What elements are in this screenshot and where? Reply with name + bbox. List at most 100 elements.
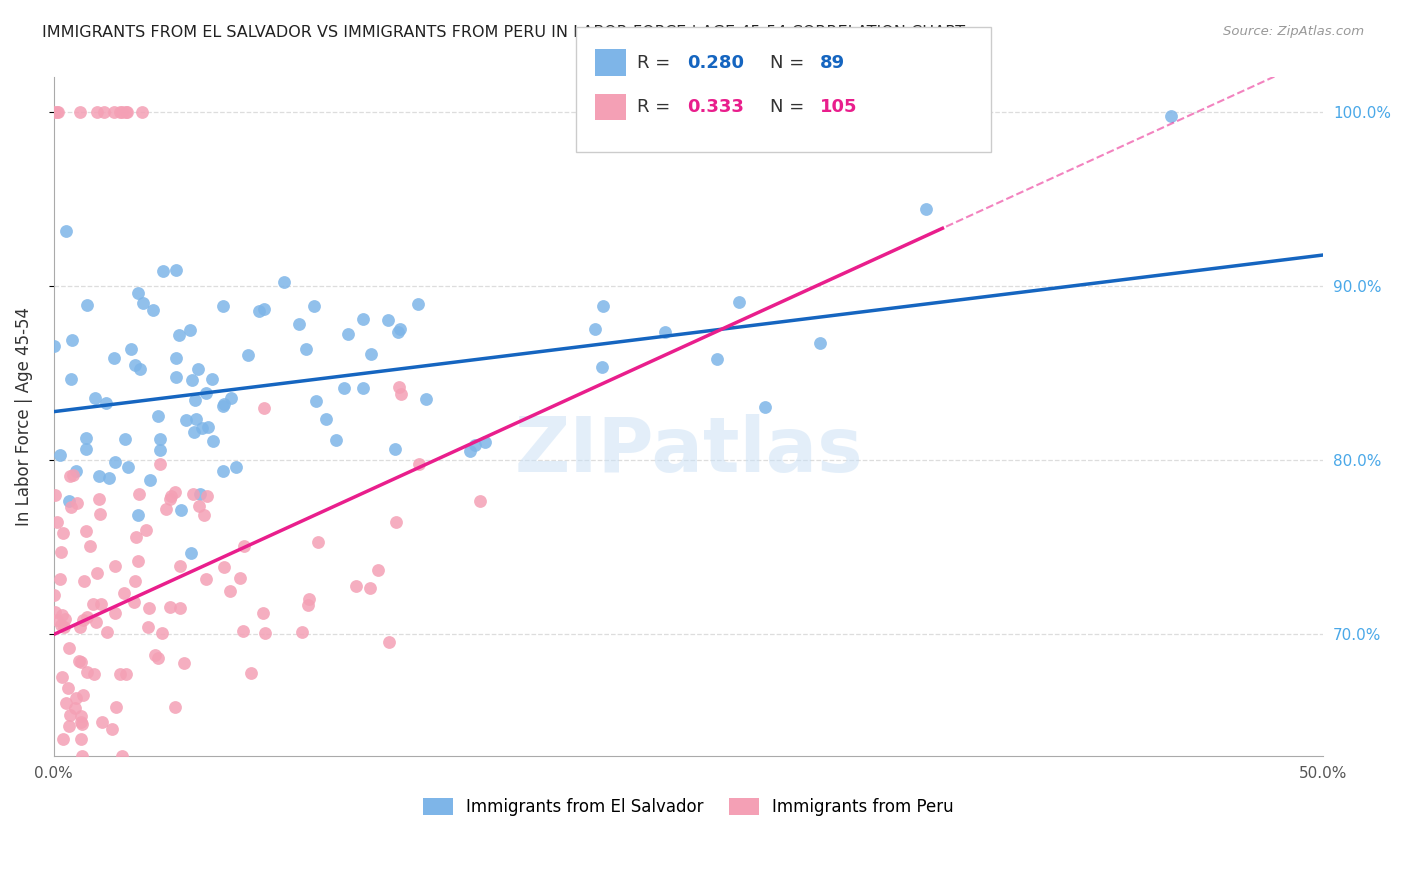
Point [103, 351, 125, 366]
Point [367, 564, 389, 578]
Point [105, 700, 128, 714]
Point [252, 607, 274, 621]
Point [201, 372, 224, 386]
Point [135, 523, 157, 537]
Point [212, 560, 235, 574]
Point [115, 105, 138, 120]
Point [352, 380, 374, 394]
Text: Source: ZipAtlas.com: Source: ZipAtlas.com [1223, 25, 1364, 38]
Point [117, 460, 139, 475]
Point [333, 381, 356, 395]
Point [110, 667, 132, 681]
Point [146, 409, 169, 424]
Point [150, 626, 173, 640]
Point [42, 588, 65, 602]
Point [378, 635, 401, 649]
Point [295, 342, 318, 356]
Point [67, 654, 90, 668]
Point [127, 286, 149, 301]
Point [96, 396, 118, 410]
Point [87, 491, 110, 506]
Point [65, 691, 87, 706]
Point [591, 360, 613, 375]
Point [103, 105, 125, 120]
Point [108, 105, 131, 120]
Point [302, 299, 325, 313]
Point [44, 105, 66, 120]
Text: 0.333: 0.333 [688, 98, 744, 116]
Point [46, 105, 69, 120]
Point [191, 421, 214, 435]
Point [72, 717, 94, 731]
Point [60, 334, 83, 348]
Point [159, 599, 181, 614]
Point [170, 503, 193, 517]
Point [173, 657, 195, 671]
Point [188, 486, 211, 500]
Point [75, 442, 97, 457]
Point [291, 625, 314, 640]
Point [149, 442, 172, 457]
Point [464, 438, 486, 452]
Point [69, 105, 91, 120]
Point [46, 614, 69, 628]
Point [72, 749, 94, 764]
Point [229, 571, 252, 585]
Point [163, 484, 186, 499]
Point [389, 387, 412, 401]
Point [83, 667, 105, 681]
Point [169, 601, 191, 615]
Point [1160, 109, 1182, 123]
Text: 89: 89 [820, 54, 845, 71]
Point [104, 606, 127, 620]
Point [212, 464, 235, 478]
Point [49, 618, 72, 632]
Point [53, 620, 76, 634]
Point [415, 392, 437, 407]
Point [194, 572, 217, 586]
Point [72, 613, 94, 627]
Point [325, 434, 347, 448]
Point [48, 448, 70, 462]
Point [65, 464, 87, 478]
Point [384, 442, 406, 457]
Point [58, 719, 80, 733]
Point [180, 546, 202, 560]
Point [89, 508, 111, 522]
Point [174, 413, 197, 427]
Point [305, 393, 328, 408]
Point [44, 605, 66, 619]
Point [132, 296, 155, 310]
Point [406, 297, 429, 311]
Point [93, 105, 115, 120]
Point [247, 304, 270, 318]
Point [96, 625, 118, 640]
Point [72, 689, 94, 703]
Point [76, 665, 98, 679]
Point [49, 572, 72, 586]
Point [167, 327, 190, 342]
Point [253, 401, 276, 416]
Point [359, 581, 381, 595]
Point [232, 539, 254, 553]
Point [654, 325, 676, 339]
Point [69, 620, 91, 634]
Point [127, 508, 149, 523]
Point [121, 343, 143, 357]
Point [101, 722, 124, 736]
Point [142, 302, 165, 317]
Point [115, 667, 138, 681]
Point [104, 455, 127, 469]
Point [315, 411, 337, 425]
Point [706, 351, 728, 366]
Point [165, 369, 187, 384]
Text: ZIPatlas: ZIPatlas [515, 414, 863, 488]
Point [82, 597, 104, 611]
Point [59, 372, 82, 386]
Point [76, 431, 98, 445]
Point [160, 489, 183, 503]
Point [44, 339, 66, 353]
Point [352, 312, 374, 326]
Point [56, 681, 79, 695]
Point [58, 640, 80, 655]
